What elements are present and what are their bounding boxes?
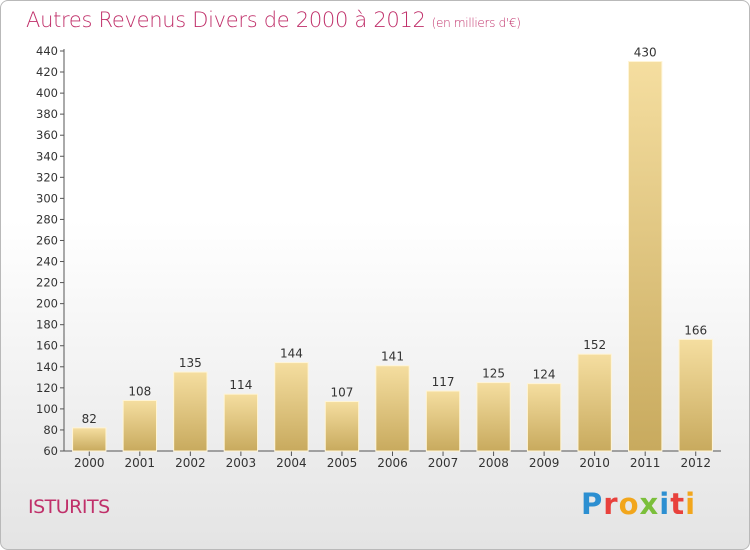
data-label: 430: [634, 46, 657, 60]
x-tick-label: 2005: [327, 456, 358, 470]
y-tick-label: 240: [36, 255, 58, 269]
bar: [122, 399, 157, 452]
bar: [223, 393, 259, 452]
bar: [72, 427, 107, 452]
y-tick-label: 140: [36, 360, 58, 374]
commune-name: ISTURITS: [28, 496, 110, 518]
data-label: 125: [482, 367, 505, 381]
data-label: 124: [533, 368, 556, 382]
x-tick-label: 2010: [579, 456, 610, 470]
bar: [577, 353, 612, 452]
bar: [678, 338, 713, 452]
y-tick-label: 100: [36, 402, 58, 416]
x-tick-label: 2006: [377, 456, 408, 470]
y-tick-label: 180: [36, 318, 58, 332]
x-tick-label: 2000: [74, 456, 105, 470]
bar: [375, 365, 410, 452]
bar: [526, 383, 562, 452]
logo-letter: i: [685, 487, 697, 521]
data-label: 166: [684, 323, 707, 337]
y-tick-label: 440: [36, 44, 58, 58]
data-label: 82: [82, 412, 97, 426]
chart-title-text: Autres Revenus Divers de 2000 à 2012: [26, 8, 426, 32]
y-tick-label: 220: [36, 276, 58, 290]
logo-letter: i: [659, 487, 671, 521]
bar: [476, 382, 511, 452]
logo-letter: o: [618, 487, 640, 521]
data-label: 144: [280, 347, 303, 361]
x-tick-label: 2002: [175, 456, 206, 470]
y-tick-label: 80: [43, 423, 58, 437]
y-tick-label: 160: [36, 339, 58, 353]
data-label: 114: [229, 378, 252, 392]
bar: [324, 401, 360, 452]
x-tick-label: 2009: [529, 456, 560, 470]
x-tick-label: 2012: [680, 456, 711, 470]
data-label: 135: [179, 356, 202, 370]
y-tick-label: 300: [36, 191, 58, 205]
logo-letter: x: [639, 487, 660, 521]
y-tick-label: 400: [36, 86, 58, 100]
y-tick-label: 200: [36, 297, 58, 311]
bar: [628, 61, 663, 452]
y-tick-label: 360: [36, 128, 58, 142]
y-tick-label: 320: [36, 170, 58, 184]
chart-title: Autres Revenus Divers de 2000 à 2012 (en …: [26, 8, 521, 32]
y-tick-label: 60: [43, 444, 58, 458]
x-tick-label: 2007: [428, 456, 459, 470]
y-tick-label: 420: [36, 65, 58, 79]
x-tick-label: 2008: [478, 456, 509, 470]
y-tick-label: 340: [36, 149, 58, 163]
x-tick-label: 2011: [630, 456, 661, 470]
data-label: 108: [128, 384, 151, 398]
x-tick-label: 2001: [125, 456, 156, 470]
bar: [173, 371, 208, 452]
y-tick-label: 260: [36, 233, 58, 247]
x-tick-label: 2004: [276, 456, 307, 470]
y-tick-label: 380: [36, 107, 58, 121]
data-label: 141: [381, 350, 404, 364]
y-tick-label: 120: [36, 381, 58, 395]
logo-letter: t: [670, 487, 686, 521]
bar: [425, 390, 461, 452]
x-tick-label: 2003: [226, 456, 257, 470]
data-label: 117: [432, 375, 455, 389]
logo-letter: r: [603, 487, 619, 521]
logo-letter: P: [581, 487, 604, 521]
bar: [274, 362, 309, 452]
chart-unit: (en milliers d'€): [431, 16, 521, 30]
y-tick-label: 280: [36, 212, 58, 226]
proxiti-logo[interactable]: Proxiti: [581, 487, 696, 521]
data-label: 152: [583, 338, 606, 352]
data-label: 107: [331, 386, 354, 400]
